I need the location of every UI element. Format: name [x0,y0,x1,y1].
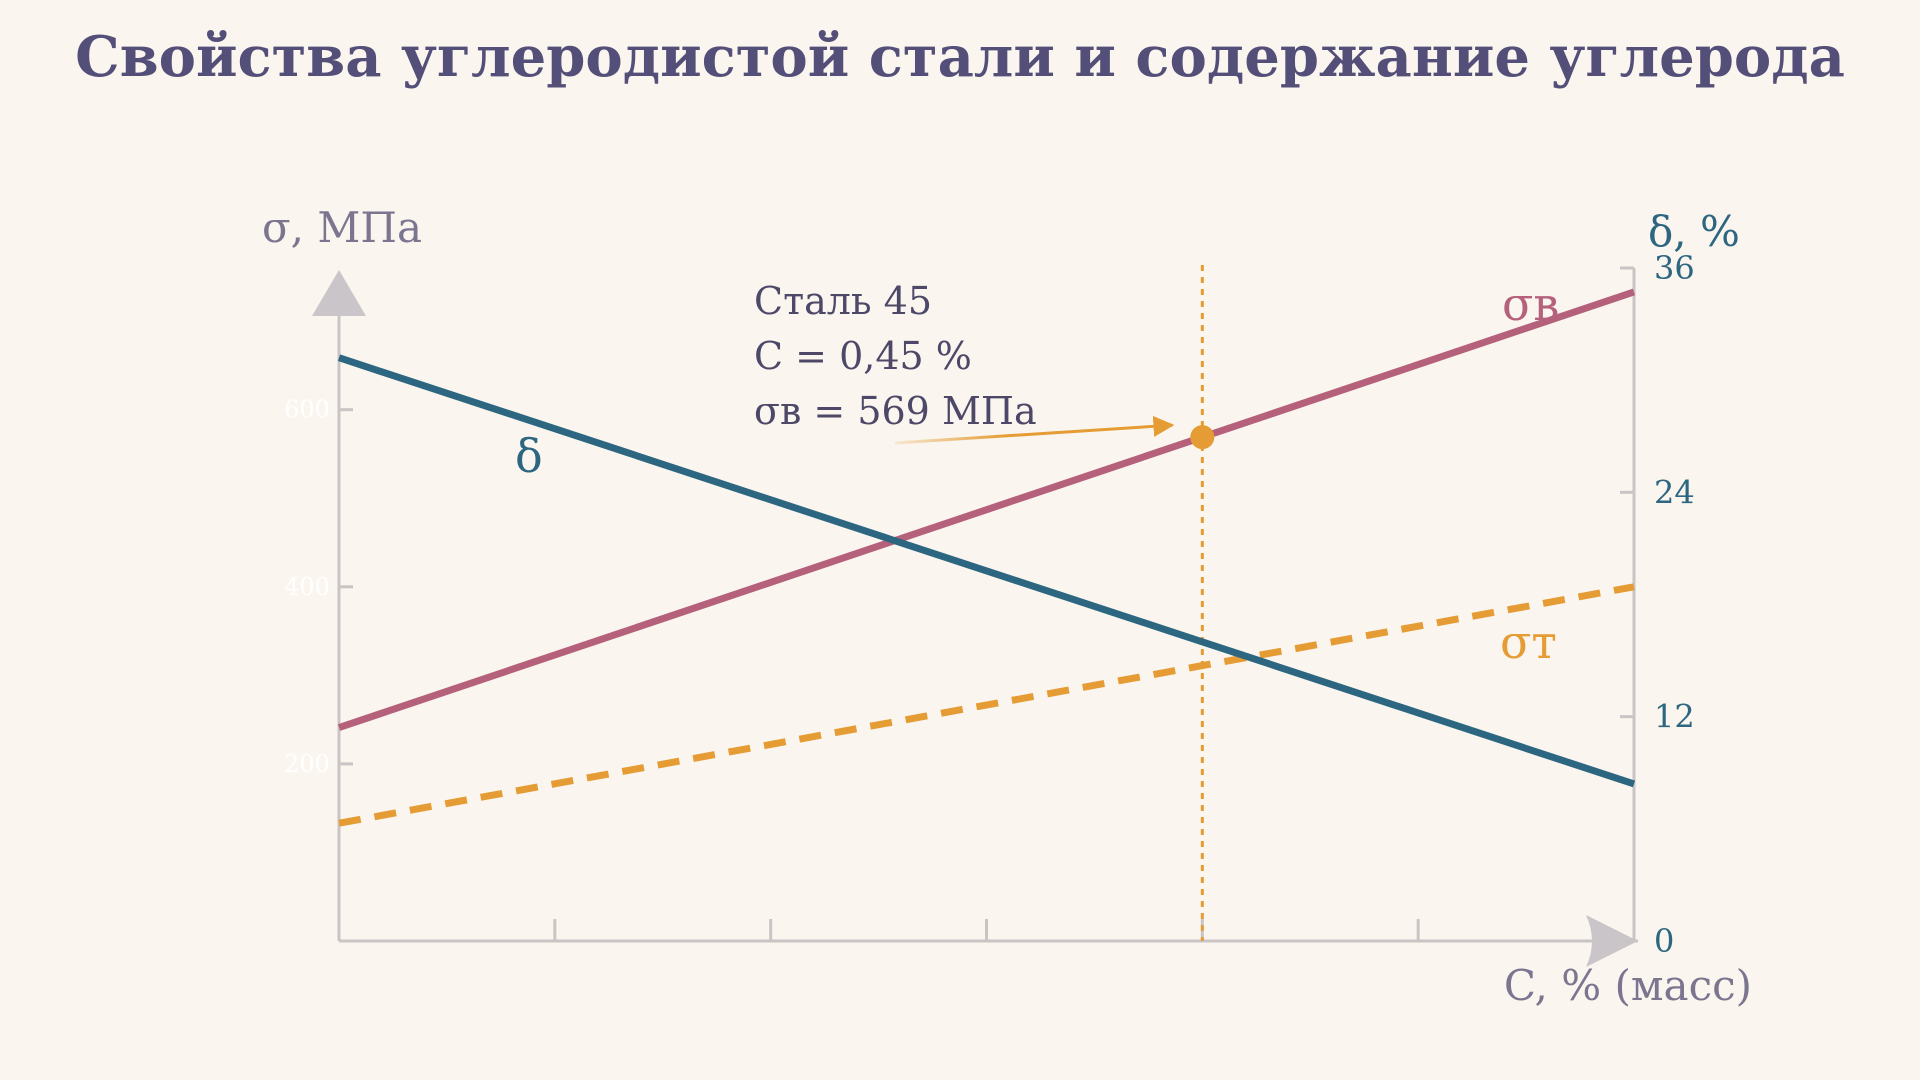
series-sigma-b-line [337,288,1636,731]
annotation-line-1: Сталь 45 [754,279,932,323]
series-label-delta: δ [515,429,543,483]
y-right-tick-label: 12 [1654,698,1695,736]
highlight-point [1190,425,1215,450]
x-axis-arrow-icon [1586,915,1638,967]
y-left-axis-label: σ, МПа [262,203,422,252]
series-labels: σв σт δ [515,277,1559,669]
series-delta-line [337,354,1636,788]
y-right-axis-label: δ, % [1648,207,1740,256]
chart-title: Свойства углеродистой стали и содержание… [75,24,1845,90]
series-label-sigma-b: σв [1502,277,1559,331]
annotation-line-2: C = 0,45 % [754,334,972,378]
series-group [337,288,1636,827]
x-axis-label: C, % (масс) [1504,961,1752,1010]
y-right-tick-label: 24 [1654,473,1695,511]
y-left-tick-label: 400 [284,573,330,601]
y-right-tick-label: 36 [1654,249,1695,287]
annotation: Сталь 45 C = 0,45 % σв = 569 МПа [754,279,1175,445]
y-right-tick-label: 0 [1654,922,1674,960]
y-left-axis-arrow-icon [312,270,366,316]
annotation-arrow-icon [894,415,1175,445]
y-left-tick-label: 600 [284,396,330,424]
series-sigma-t-line [338,583,1635,827]
axes [312,268,1638,967]
ticks: 200 400 600 0 12 24 36 [284,249,1695,960]
y-left-tick-label: 200 [284,750,330,778]
series-label-sigma-t: σт [1500,615,1557,669]
annotation-line-3: σв = 569 МПа [754,389,1037,433]
